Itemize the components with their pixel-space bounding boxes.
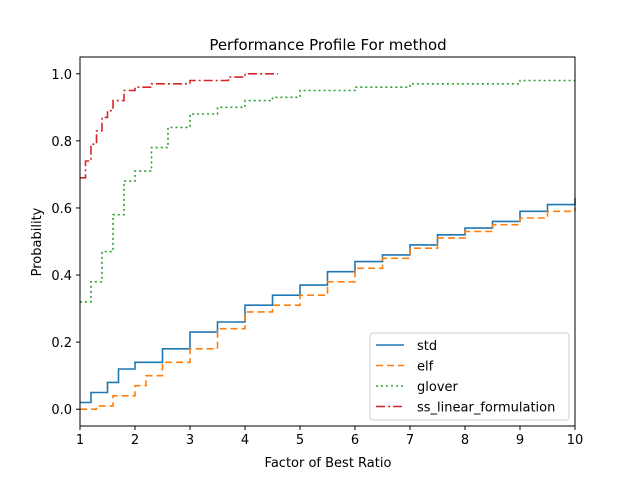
x-tick-label: 7 — [406, 433, 414, 448]
x-tick-label: 1 — [76, 433, 84, 448]
legend-label-elf: elf — [417, 360, 434, 375]
x-tick-label: 5 — [296, 433, 304, 448]
legend-label-glover: glover — [417, 380, 459, 395]
series-line-ss-linear-formulation — [80, 73, 278, 179]
x-tick-label: 4 — [241, 433, 249, 448]
y-tick-label: 0.6 — [51, 202, 72, 217]
y-tick-label: 0.4 — [51, 269, 72, 284]
chart-title: Performance Profile For method — [209, 36, 446, 54]
x-tick-label: 6 — [351, 433, 359, 448]
x-tick-label: 2 — [131, 433, 139, 448]
series-layer — [80, 73, 576, 410]
x-tick-label: 10 — [567, 433, 584, 448]
y-tick-label: 1.0 — [51, 68, 72, 83]
plot-frame — [79, 56, 576, 427]
legend: std elf glover ss_linear_formulation — [369, 332, 570, 421]
y-tick-label: 0.8 — [51, 135, 72, 150]
y-tick-label: 0.2 — [51, 336, 72, 351]
y-axis-label: Probability — [30, 207, 45, 276]
x-axis-label: Factor of Best Ratio — [265, 456, 392, 471]
legend-box — [369, 332, 570, 421]
series-line-elf — [80, 208, 576, 410]
x-tick-label: 9 — [516, 433, 524, 448]
x-tick-label: 3 — [186, 433, 194, 448]
y-tick-label: 0.0 — [51, 403, 72, 418]
series-line-glover — [80, 79, 575, 303]
x-tick-label: 8 — [461, 433, 469, 448]
legend-label-std: std — [417, 339, 437, 354]
legend-label-ss-linear-formulation: ss_linear_formulation — [417, 401, 555, 416]
ticks-layer: 1 2 3 4 5 6 7 8 9 10 0.0 0.2 0.4 0.6 0.8 1.0 — [51, 68, 583, 448]
